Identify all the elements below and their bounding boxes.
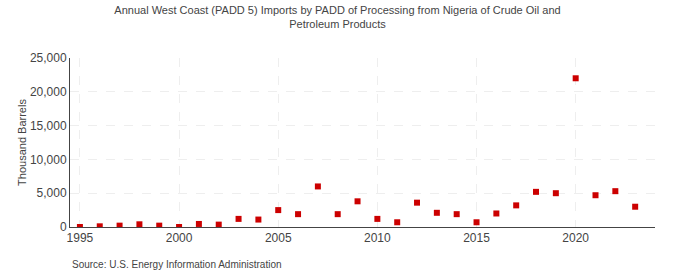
svg-text:2010: 2010 [364, 231, 391, 245]
svg-text:0: 0 [60, 220, 67, 234]
svg-text:1995: 1995 [67, 231, 94, 245]
svg-text:2015: 2015 [463, 231, 490, 245]
svg-text:5,000: 5,000 [37, 186, 67, 200]
svg-text:2000: 2000 [166, 231, 193, 245]
svg-text:20,000: 20,000 [30, 85, 67, 99]
svg-text:15,000: 15,000 [30, 119, 67, 133]
svg-text:25,000: 25,000 [30, 51, 67, 65]
svg-text:2005: 2005 [265, 231, 292, 245]
svg-text:10,000: 10,000 [30, 153, 67, 167]
svg-text:2020: 2020 [562, 231, 589, 245]
svg-text:Annual West Coast (PADD 5) Imp: Annual West Coast (PADD 5) Imports by PA… [114, 4, 560, 30]
svg-text:Thousand Barrels: Thousand Barrels [16, 99, 28, 186]
svg-text:Source: U.S. Energy Informatio: Source: U.S. Energy Information Administ… [72, 259, 282, 270]
